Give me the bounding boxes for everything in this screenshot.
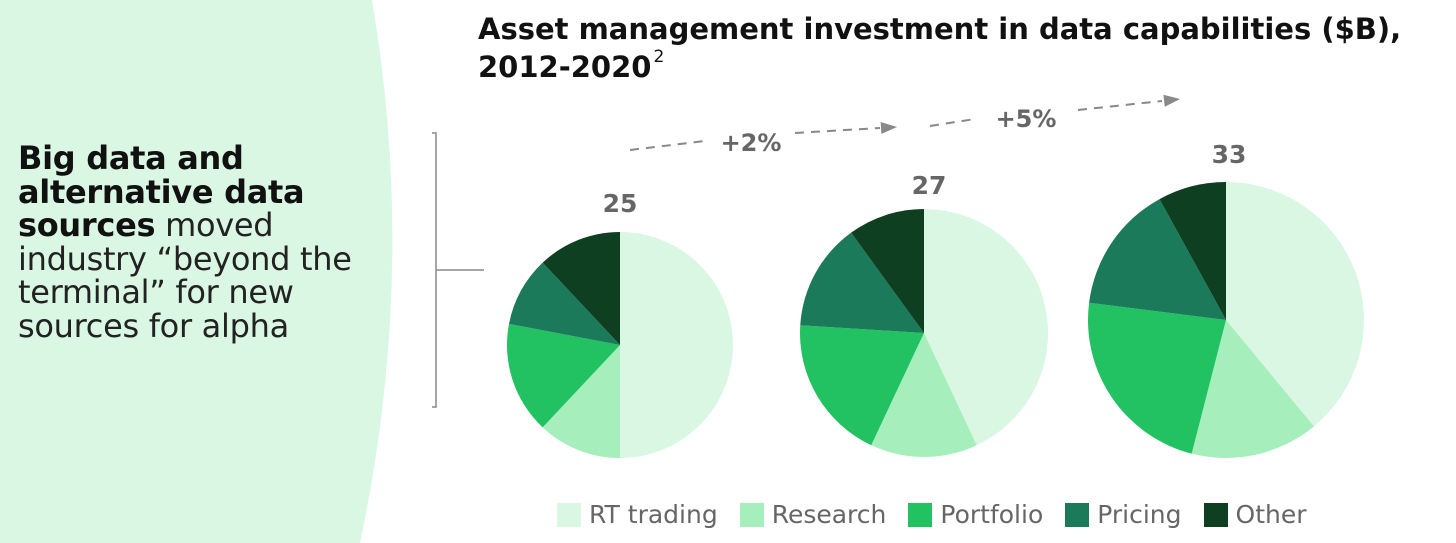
legend-swatch-pricing [1065, 502, 1090, 527]
left-text-rest: moved industry “beyond the terminal” for… [18, 206, 352, 345]
pie-2-slice-portfolio [800, 325, 924, 446]
growth-label-2: +5% [996, 105, 1057, 133]
legend-swatch-portfolio [908, 502, 933, 527]
pie-1-total-label: 25 [603, 189, 638, 218]
legend-label-pricing: Pricing [1097, 500, 1182, 529]
left-panel-text: Big data and alternative data sources mo… [18, 139, 388, 345]
left-panel: Big data and alternative data sources mo… [0, 0, 400, 543]
growth-arrow-1-head [880, 121, 897, 134]
growth-arrow-1-segment-1 [629, 140, 706, 151]
pie-2-slice-research [871, 333, 977, 457]
legend-swatch-research [739, 502, 764, 527]
pie-3-total-label: 33 [1212, 140, 1247, 169]
growth-label-1: +2% [721, 129, 782, 157]
growth-arrow-2-segment-1 [929, 118, 976, 127]
chart-title-text: Asset management investment in data capa… [478, 12, 1402, 85]
legend-item-rt-trading: RT trading [557, 500, 718, 529]
growth-arrow-2-segment-2 [1077, 100, 1163, 111]
title-footnote: 2 [653, 47, 665, 68]
pie-3-slice-other [1159, 182, 1226, 320]
pie-1-slice-other [542, 232, 620, 345]
chart-title: Asset management investment in data capa… [478, 12, 1438, 86]
legend-label-research: Research [771, 500, 887, 529]
pie-3-slice-portfolio [1088, 302, 1226, 454]
pies-group: 25 27 33 [507, 140, 1364, 458]
pie-1-slice-rt-trading [620, 232, 733, 458]
bracket [432, 132, 437, 408]
legend-label-other: Other [1235, 500, 1307, 529]
legend-item-pricing: Pricing [1065, 500, 1182, 529]
pie-3: 33 [1088, 140, 1364, 458]
legend: RT trading Research Portfolio Pricing Other [557, 500, 1307, 529]
pie-2: 27 [800, 171, 1048, 457]
growth-arrows: +2% +5% [629, 94, 1180, 157]
growth-arrow-2: +5% [929, 94, 1180, 133]
pie-2-total-label: 27 [912, 171, 947, 200]
growth-arrow-2-head [1163, 94, 1180, 107]
left-text-bold: Big data and alternative data sources [18, 139, 305, 245]
growth-arrow-1-segment-2 [794, 127, 881, 134]
pie-2-slice-pricing [800, 232, 924, 333]
legend-item-portfolio: Portfolio [908, 500, 1043, 529]
legend-swatch-other [1203, 502, 1228, 527]
legend-swatch-rt-trading [557, 502, 581, 527]
legend-item-other: Other [1203, 500, 1307, 529]
pie-3-slice-research [1191, 320, 1314, 458]
pie-1-slice-pricing [509, 262, 620, 345]
pie-2-slice-other [851, 209, 924, 333]
pie-1-slice-research [542, 345, 620, 458]
pie-2-slice-rt-trading [924, 209, 1048, 446]
pie-1: 25 [507, 189, 733, 458]
left-panel-background [0, 0, 393, 543]
growth-arrow-1: +2% [629, 121, 897, 157]
legend-label-portfolio: Portfolio [940, 500, 1044, 529]
legend-label-rt-trading: RT trading [589, 500, 718, 529]
legend-item-research: Research [739, 500, 887, 529]
pie-3-slice-rt-trading [1226, 182, 1364, 427]
pie-1-slice-portfolio [507, 323, 620, 428]
pie-3-slice-pricing [1089, 199, 1226, 320]
